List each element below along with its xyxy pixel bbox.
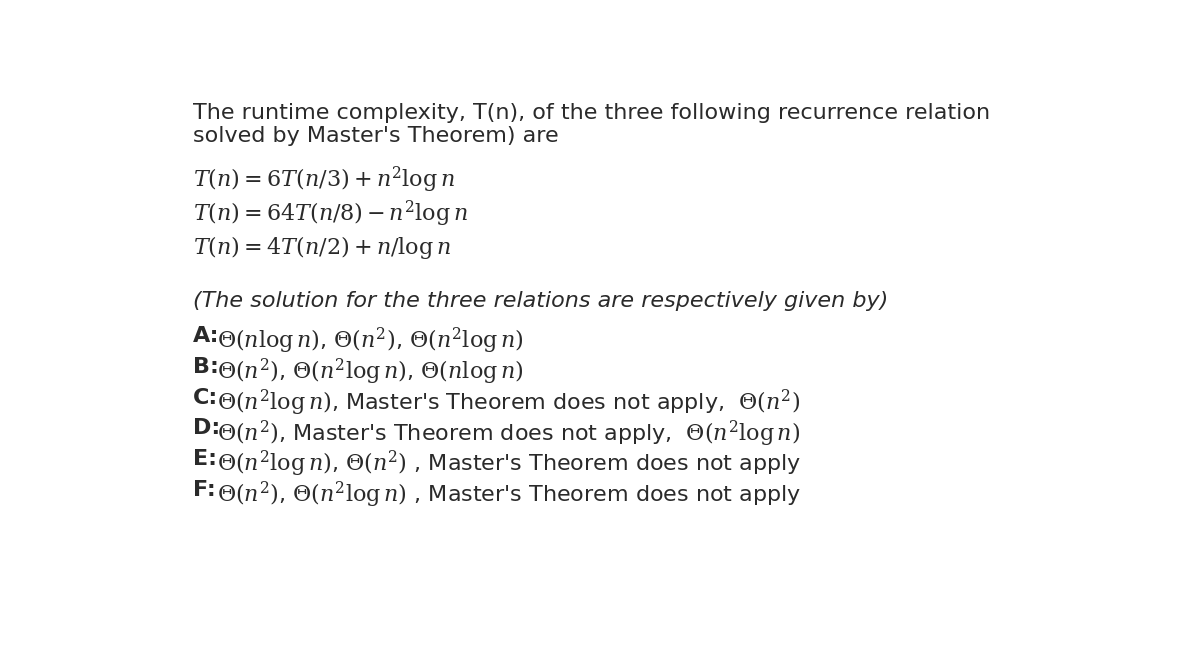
Text: A:: A:: [193, 326, 220, 346]
Text: C:: C:: [193, 388, 218, 408]
Text: $\Theta(n^2)$, $\Theta(n^2 \log n)$ , Master's Theorem does not apply: $\Theta(n^2)$, $\Theta(n^2 \log n)$ , Ma…: [217, 480, 802, 510]
Text: $\Theta(n^2)$, $\Theta(n^2 \log n)$, $\Theta(n \log n)$: $\Theta(n^2)$, $\Theta(n^2 \log n)$, $\T…: [217, 357, 524, 387]
Text: $\Theta(n^2 \log n)$, Master's Theorem does not apply,  $\Theta(n^2)$: $\Theta(n^2 \log n)$, Master's Theorem d…: [217, 388, 800, 418]
Text: $\Theta(n^2)$, Master's Theorem does not apply,  $\Theta(n^2 \log n)$: $\Theta(n^2)$, Master's Theorem does not…: [217, 418, 800, 449]
Text: $T(n) = 4T(n/2) + n/\log n$: $T(n) = 4T(n/2) + n/\log n$: [193, 234, 450, 261]
Text: (The solution for the three relations are respectively given by): (The solution for the three relations ar…: [193, 291, 888, 311]
Text: $\Theta(n \log n)$, $\Theta(n^2)$, $\Theta(n^2 \log n)$: $\Theta(n \log n)$, $\Theta(n^2)$, $\The…: [217, 326, 524, 357]
Text: $T(n) = 6T(n/3) + n^2 \log n$: $T(n) = 6T(n/3) + n^2 \log n$: [193, 165, 455, 195]
Text: $\Theta(n^2 \log n)$, $\Theta(n^2)$ , Master's Theorem does not apply: $\Theta(n^2 \log n)$, $\Theta(n^2)$ , Ma…: [217, 450, 802, 479]
Text: E:: E:: [193, 450, 217, 469]
Text: B:: B:: [193, 357, 218, 377]
Text: F:: F:: [193, 480, 215, 500]
Text: solved by Master's Theorem) are: solved by Master's Theorem) are: [193, 126, 558, 146]
Text: $T(n) = 64T(n/8) - n^2 \log n$: $T(n) = 64T(n/8) - n^2 \log n$: [193, 199, 468, 229]
Text: D:: D:: [193, 418, 220, 438]
Text: The runtime complexity, T(n), of the three following recurrence relation: The runtime complexity, T(n), of the thr…: [193, 103, 990, 123]
